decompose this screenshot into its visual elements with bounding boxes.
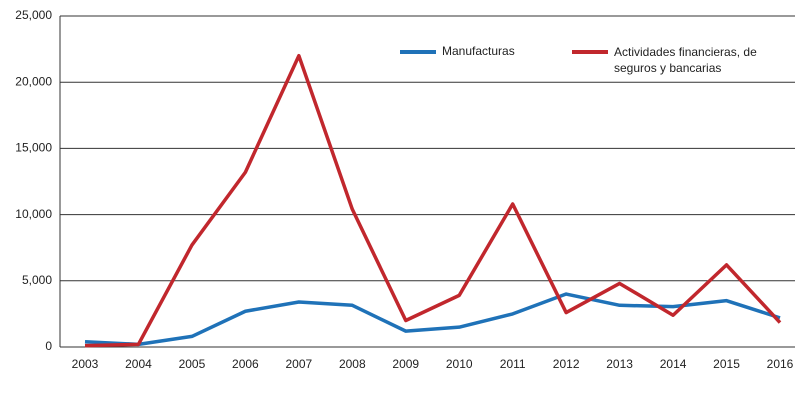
x-tick-label: 2004 xyxy=(125,357,152,371)
x-tick-label: 2007 xyxy=(285,357,312,371)
x-tick-label: 2006 xyxy=(232,357,259,371)
x-tick-label: 2014 xyxy=(660,357,687,371)
y-tick-label: 25,000 xyxy=(15,8,52,22)
x-tick-label: 2010 xyxy=(446,357,473,371)
data-line xyxy=(84,53,782,348)
legend-label: Manufacturas xyxy=(442,44,515,58)
legend-swatch xyxy=(400,50,436,54)
x-tick-label: 2005 xyxy=(179,357,206,371)
y-tick-label: 5,000 xyxy=(22,273,52,287)
x-tick-label: 2012 xyxy=(553,357,580,371)
x-tick-label: 2009 xyxy=(392,357,419,371)
legend-entry: Manufacturas xyxy=(400,44,515,58)
y-tick-label: 15,000 xyxy=(15,141,52,155)
y-tick-label: 0 xyxy=(45,339,52,353)
x-tick-label: 2015 xyxy=(713,357,740,371)
x-tick-label: 2003 xyxy=(72,357,99,371)
data-line xyxy=(84,292,781,347)
x-tick-label: 2013 xyxy=(606,357,633,371)
legend-swatch xyxy=(572,50,608,54)
x-tick-label: 2011 xyxy=(500,357,526,371)
x-tick-label: 2008 xyxy=(339,357,366,371)
y-tick-label: 10,000 xyxy=(15,207,52,221)
legend-label: Actividades financieras, de seguros y ba… xyxy=(614,45,757,75)
y-tick-label: 20,000 xyxy=(15,74,52,88)
x-tick-label: 2016 xyxy=(767,357,794,371)
legend-entry: Actividades financieras, de seguros y ba… xyxy=(572,44,772,76)
